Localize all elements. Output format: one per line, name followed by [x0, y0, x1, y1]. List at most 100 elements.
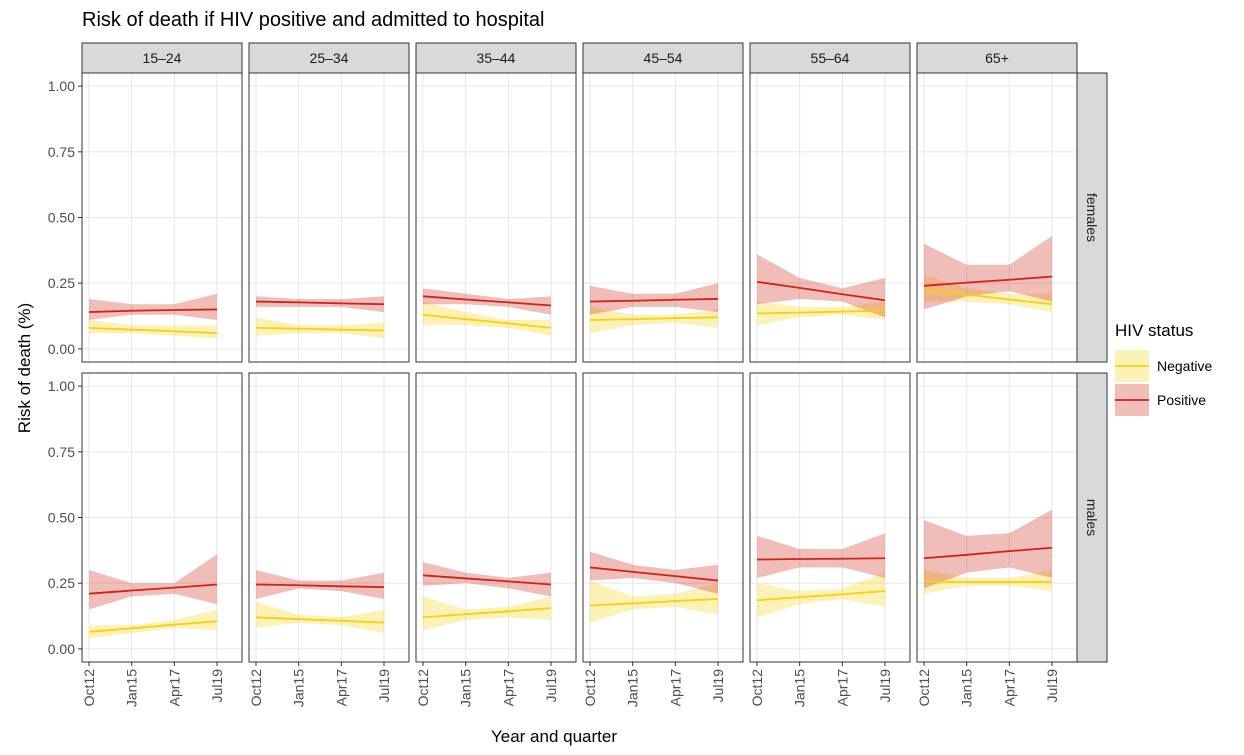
x-tick-label: Oct12 [749, 669, 765, 707]
confidence-band [590, 551, 718, 594]
confidence-band [256, 296, 384, 313]
series-line [88, 308, 218, 313]
confidence-band [256, 601, 384, 634]
y-tick-label: 0.75 [48, 144, 75, 160]
column-strip [582, 42, 744, 74]
x-tick-label: Oct12 [916, 669, 932, 707]
series-line [589, 316, 719, 321]
series-line [255, 583, 385, 589]
y-tick-label: 0.25 [48, 275, 75, 291]
x-tick-label: Apr17 [1001, 669, 1017, 707]
confidence-band [89, 319, 217, 339]
confidence-band [757, 533, 885, 578]
x-tick-label: Jul19 [1044, 669, 1060, 703]
series-line [422, 607, 552, 619]
row-strip-label: females [1084, 193, 1100, 242]
x-tick-label: Oct12 [81, 669, 97, 707]
panel-border [582, 72, 744, 363]
confidence-band [256, 317, 384, 339]
y-tick-label: 0.00 [48, 641, 75, 657]
x-tick-label: Jan15 [625, 669, 641, 707]
x-tick-label: Jul19 [209, 669, 225, 703]
series-line [422, 574, 552, 586]
x-tick-label: Jul19 [376, 669, 392, 703]
series-line [756, 557, 886, 561]
y-tick-label: 1.00 [48, 78, 75, 94]
y-tick-label: 0.00 [48, 341, 75, 357]
series-line [255, 300, 385, 306]
row-strip [1076, 72, 1108, 363]
column-strip [81, 42, 243, 74]
series-line [589, 598, 719, 607]
panel-border [248, 372, 410, 663]
series-line [88, 326, 218, 334]
panel-border [582, 372, 744, 663]
panel-border [749, 72, 911, 363]
x-tick-label: Apr17 [333, 669, 349, 707]
column-strip-label: 65+ [985, 50, 1009, 66]
legend-label: Negative [1157, 358, 1212, 374]
series-line [756, 280, 886, 302]
x-tick-label: Jul19 [710, 669, 726, 703]
y-tick-label: 0.50 [48, 510, 75, 526]
confidence-band [590, 306, 718, 334]
series-line [923, 546, 1053, 560]
legend-label: Positive [1157, 392, 1206, 408]
y-tick-label: 0.75 [48, 444, 75, 460]
x-tick-label: Jan15 [124, 669, 140, 707]
legend-title: HIV status [1115, 321, 1193, 340]
x-tick-label: Jul19 [543, 669, 559, 703]
x-tick-label: Apr17 [834, 669, 850, 707]
y-tick-label: 1.00 [48, 378, 75, 394]
y-tick-label: 0.50 [48, 210, 75, 226]
x-tick-label: Jan15 [959, 669, 975, 707]
confidence-band [924, 235, 1052, 310]
x-tick-label: Oct12 [582, 669, 598, 707]
series-line [88, 583, 218, 595]
x-tick-label: Jan15 [792, 669, 808, 707]
column-strip-label: 25–34 [310, 50, 349, 66]
series-line [589, 566, 719, 582]
panel-border [916, 72, 1078, 363]
chart-title: Risk of death if HIV positive and admitt… [82, 9, 544, 31]
row-strip-label: males [1084, 499, 1100, 536]
series-line [255, 616, 385, 624]
column-strip [415, 42, 577, 74]
panel-border [415, 372, 577, 663]
series-line [923, 288, 1053, 306]
series-line [422, 295, 552, 307]
column-strip-label: 15–24 [143, 50, 182, 66]
series-line [422, 313, 552, 329]
series-line [756, 309, 886, 315]
confidence-band [924, 509, 1052, 589]
confidence-band [423, 301, 551, 336]
confidence-band [590, 283, 718, 315]
column-strip-label: 45–54 [644, 50, 683, 66]
column-strip-label: 55–64 [811, 50, 850, 66]
x-tick-label: Jul19 [877, 669, 893, 703]
confidence-band [89, 293, 217, 320]
confidence-band [256, 570, 384, 599]
y-tick-label: 0.25 [48, 575, 75, 591]
row-strip [1076, 372, 1108, 663]
series-line [255, 326, 385, 332]
x-axis-title: Year and quarter [491, 727, 617, 746]
panel-border [916, 372, 1078, 663]
confidence-band [757, 254, 885, 318]
panel-border [248, 72, 410, 363]
x-tick-label: Jan15 [458, 669, 474, 707]
column-strip-label: 35–44 [477, 50, 516, 66]
y-axis-title: Risk of death (%) [15, 303, 34, 433]
series-line [923, 275, 1053, 287]
series-line [589, 298, 719, 303]
x-tick-label: Apr17 [166, 669, 182, 707]
confidence-band [757, 301, 885, 326]
x-tick-label: Oct12 [415, 669, 431, 707]
x-tick-label: Apr17 [667, 669, 683, 707]
confidence-band [89, 609, 217, 639]
x-tick-label: Apr17 [500, 669, 516, 707]
confidence-band [89, 554, 217, 610]
series-line [756, 590, 886, 602]
column-strip [916, 42, 1078, 74]
